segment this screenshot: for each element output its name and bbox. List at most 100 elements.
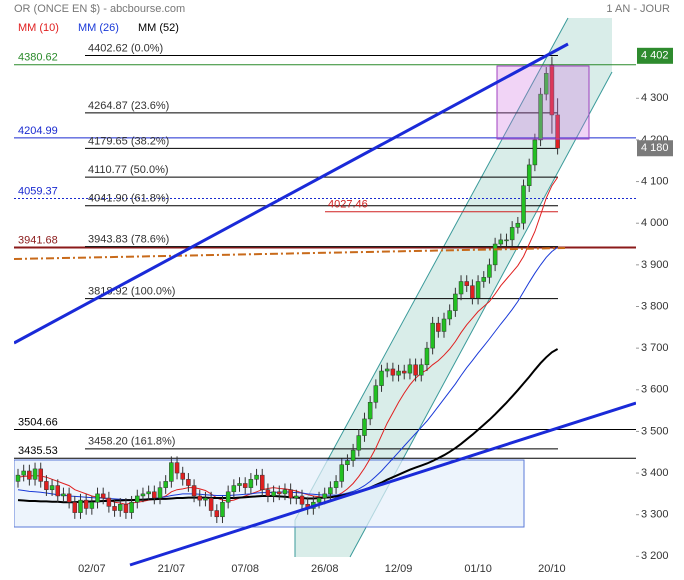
candle-body	[379, 370, 384, 386]
candle-body	[146, 491, 151, 495]
x-tick-label: 20/10	[538, 563, 566, 575]
trend-line	[14, 42, 569, 345]
candle-body	[532, 139, 538, 166]
x-tick-label: 07/08	[231, 563, 259, 575]
candle-body	[129, 501, 134, 513]
candle-body	[21, 470, 26, 476]
candle-body	[390, 368, 396, 376]
candle-body	[453, 293, 458, 311]
candle-body	[515, 222, 521, 228]
level-label: 3435.53	[18, 445, 58, 457]
chart-title: OR (ONCE EN $) - abcbourse.com	[14, 3, 185, 15]
candle-body	[543, 73, 549, 95]
y-tick-label: 4 300	[641, 92, 669, 104]
axis: MM (10) MM (26) MM (52) 3 200 3 300 3 400 3 50…	[18, 22, 673, 575]
candle-body	[237, 483, 242, 486]
candle-body	[526, 164, 532, 186]
drawings-front	[14, 42, 636, 567]
candle-body	[32, 468, 38, 480]
level-label: 3504.66	[18, 416, 58, 428]
candle-body	[322, 493, 327, 499]
candle-body	[83, 499, 89, 509]
y-tick-label: 3 700	[641, 342, 669, 354]
candle-body	[538, 93, 543, 141]
candle-body	[78, 499, 83, 513]
candle-body	[333, 481, 339, 488]
candle-body	[72, 501, 78, 513]
y-tick-label: 3 900	[641, 259, 669, 271]
candle-body	[49, 485, 55, 490]
candle-body	[498, 239, 504, 245]
candle-body	[509, 227, 515, 241]
candle-body	[470, 285, 475, 299]
candle-body	[152, 491, 157, 499]
candle-body	[163, 481, 168, 488]
highlight-box	[496, 65, 590, 140]
level-label: 4059.37	[18, 185, 58, 197]
candle-body	[345, 460, 350, 465]
candle-body	[282, 489, 288, 495]
price-tag-label: 4 402	[641, 50, 669, 62]
candle-body	[401, 370, 407, 374]
legend-entry: MM (26)	[78, 22, 119, 34]
candle-body	[271, 491, 276, 497]
x-tick-label: 02/07	[78, 563, 106, 575]
candle-body	[339, 464, 345, 482]
x-tick-label: 01/10	[464, 563, 492, 575]
candle-body	[367, 402, 373, 420]
candle-body	[555, 114, 560, 149]
trend-line	[129, 401, 636, 567]
level-label: 4027.46	[328, 199, 368, 211]
candle-body	[424, 347, 430, 366]
candle-body	[254, 474, 259, 480]
candle-body	[55, 485, 61, 497]
candle-body	[95, 493, 100, 503]
legend-entry: MM (10)	[18, 22, 59, 34]
candle-body	[117, 504, 123, 511]
candle-body	[248, 479, 254, 488]
candle-body	[475, 281, 481, 299]
y-tick-label: 3 300	[641, 509, 669, 521]
x-tick-label: 21/07	[158, 563, 186, 575]
x-tick-label: 12/09	[385, 563, 413, 575]
candle-body	[106, 497, 112, 507]
candle-body	[259, 474, 265, 490]
candle-body	[373, 385, 379, 403]
candle-body	[123, 504, 129, 513]
candle-body	[407, 364, 413, 374]
candle-body	[487, 264, 492, 278]
candle-body	[384, 368, 390, 372]
price-tag-label: 4 180	[641, 142, 669, 154]
candle-body	[504, 239, 509, 242]
candle-body	[61, 493, 66, 497]
legend-entry: MM (52)	[138, 22, 179, 34]
candle-body	[521, 185, 526, 224]
candle-body	[225, 491, 231, 503]
candle-body	[197, 495, 203, 501]
candle-body	[186, 479, 191, 486]
candle-body	[362, 418, 367, 436]
candle-body	[135, 495, 140, 503]
candle-body	[27, 470, 32, 480]
fibonacci-label: 4264.87 (23.6%)	[88, 100, 169, 112]
candle-body	[208, 497, 214, 511]
level-label: 3941.68	[18, 234, 58, 246]
candle-body	[231, 485, 237, 493]
candle-body	[89, 501, 95, 509]
fibonacci-label: 3458.20 (161.8%)	[88, 436, 175, 448]
candle-body	[100, 493, 106, 499]
fibonacci-label: 3818.92 (100.0%)	[88, 286, 175, 298]
candle-body	[214, 510, 220, 518]
y-tick-label: 4 100	[641, 175, 669, 187]
price-tag	[637, 47, 673, 64]
price-tag	[637, 140, 673, 157]
candle-body	[157, 487, 163, 499]
y-tick-label: 3 500	[641, 425, 669, 437]
candle-body	[549, 64, 555, 116]
candle-body	[277, 491, 282, 495]
y-tick-label: 3 600	[641, 384, 669, 396]
candle-body	[430, 322, 435, 349]
x-tick-label: 26/08	[311, 563, 339, 575]
candle-body	[396, 370, 401, 376]
